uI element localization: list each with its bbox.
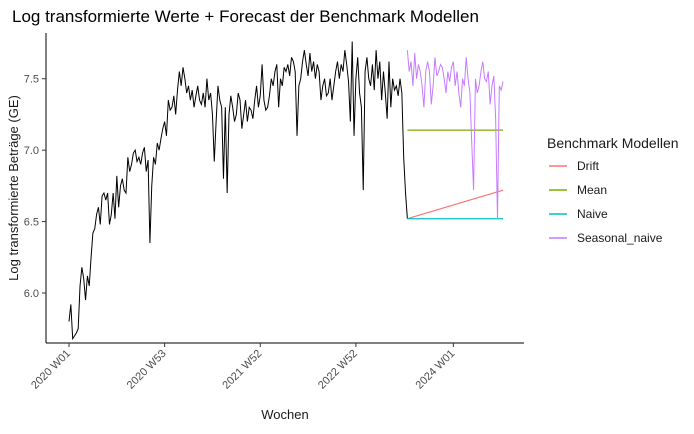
series-line-drift (407, 189, 504, 220)
legend-label-mean: Mean (577, 183, 607, 197)
legend-label-drift: Drift (577, 159, 600, 173)
y-axis-label: Log transformierte Beträge (GE) (6, 95, 21, 281)
series-line-seasonal-naive (406, 50, 504, 219)
legend-title: Benchmark Modellen (547, 135, 679, 151)
x-tick-label: 2022 W52 (316, 348, 360, 392)
y-tick-label: 7.0 (24, 145, 39, 157)
x-axis-label: Wochen (261, 407, 308, 422)
x-tick-label: 2020 W53 (125, 348, 169, 392)
legend-label-seasonal-naive: Seasonal_naive (577, 231, 663, 245)
y-tick-label: 6.5 (24, 217, 39, 229)
chart-title: Log transformierte Werte + Forecast der … (12, 7, 479, 26)
x-tick-label: 2024 W01 (414, 348, 458, 392)
y-tick-label: 7.5 (24, 74, 39, 86)
x-tick-label: 2020 W01 (29, 348, 73, 392)
legend-label-naive: Naive (577, 207, 608, 221)
y-tick-label: 6.0 (24, 288, 39, 300)
series-line-history (68, 41, 408, 341)
x-tick-label: 2021 W52 (220, 348, 264, 392)
